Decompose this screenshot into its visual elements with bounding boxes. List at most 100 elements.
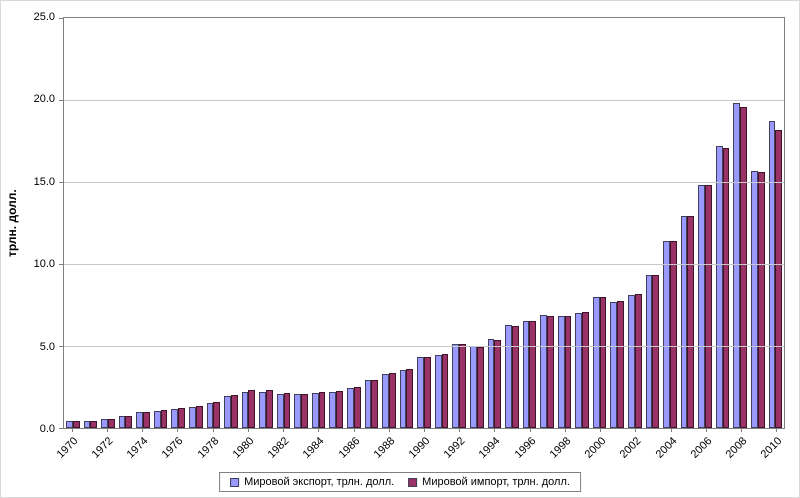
bar-import-2000 [599,296,607,428]
bar-group-1998 [556,18,574,428]
bar-export-2003 [645,275,653,428]
bar-import-1992 [459,344,466,428]
bar-group-1973 [117,18,135,428]
bars-container [64,18,784,428]
gridline-10 [64,264,784,265]
bar-group-1992 [450,18,468,428]
bar-export-1982 [276,393,284,428]
bar-group-2001 [608,18,626,428]
bar-import-1978 [213,401,221,428]
bar-export-1987 [364,380,372,428]
x-tick-label-2006: 2006 [688,435,715,461]
bar-group-1985 [327,18,345,428]
x-tick-label-2008: 2008 [723,435,750,461]
x-tickmark-1980 [247,429,249,432]
bar-export-1990 [417,357,425,428]
bar-import-1991 [441,354,449,428]
x-tick-label-1972: 1972 [89,435,116,461]
bar-group-2003 [644,18,662,428]
x-tick-label-1984: 1984 [301,435,327,461]
bar-export-1996 [522,321,530,428]
x-tickmark-1984 [318,429,320,432]
bar-group-1996 [521,18,539,428]
bar-export-1980 [241,391,249,428]
bar-group-2006 [696,18,714,428]
bar-export-1977 [188,406,196,428]
bar-export-1994 [487,339,495,428]
bar-group-2005 [679,18,697,428]
plot-area [59,17,785,429]
x-tickmark-1990 [424,429,425,432]
bar-group-1979 [222,18,240,428]
bar-group-2000 [591,18,609,428]
y-tick-label-20.0: 20.0 [33,93,55,106]
bar-import-1970 [72,421,80,428]
bar-export-1995 [505,324,512,428]
bar-group-1974 [134,18,152,428]
bar-import-1990 [424,356,431,428]
bar-export-1993 [469,346,477,428]
bar-import-1979 [230,395,238,428]
x-axis-tick-labels: 1970 1972 1974 1976 1978 1980 1982 1984 1986 1988… [54,429,785,473]
bar-import-1993 [476,346,484,428]
bar-group-1983 [292,18,310,428]
bar-import-2008 [740,106,747,428]
bar-group-1995 [503,18,521,428]
bar-group-1988 [380,18,398,428]
bar-import-2002 [634,294,642,428]
bar-group-1978 [205,18,223,428]
bar-group-1987 [363,18,381,428]
x-tickmark-2006 [705,429,707,432]
bar-import-2009 [757,172,765,428]
bar-import-1983 [301,393,308,428]
x-tickmark-1982 [283,429,285,432]
bar-export-1999 [575,313,583,428]
bar-import-1974 [143,411,150,428]
x-tickmark-1972 [107,429,109,432]
x-tick-label-1988: 1988 [371,435,398,461]
bar-group-2008 [731,18,749,428]
bar-group-1982 [275,18,293,428]
bar-import-1985 [336,391,343,428]
bar-import-2010 [775,129,783,428]
bar-group-1971 [82,18,100,428]
y-tickmark-15 [59,182,64,183]
x-tickmark-1992 [459,429,461,432]
export-legend-swatch [230,477,240,487]
x-tick-label-1982: 1982 [265,435,292,461]
x-tickmark-1996 [529,429,531,432]
bar-import-2005 [687,216,695,428]
legend-item-export: Мировой экспорт, трлн. долл. [230,476,394,488]
y-tickmark-25 [59,18,64,19]
x-tick-label-1980: 1980 [230,435,257,461]
x-tick-label-2000: 2000 [582,435,609,461]
bar-import-1989 [406,368,414,428]
bar-import-2006 [705,185,712,428]
x-tick-label-1998: 1998 [547,435,574,461]
y-tick-label-15.0: 15.0 [33,175,55,188]
bar-import-1980 [248,390,256,428]
bar-group-1980 [240,18,258,428]
bar-import-1977 [195,405,203,428]
bar-group-1991 [433,18,451,428]
bar-import-1987 [371,380,379,428]
bar-export-1978 [206,402,214,428]
y-tickmark-10 [59,264,64,265]
x-tick-label-1978: 1978 [195,435,222,461]
bar-export-2006 [698,185,706,428]
x-tickmark-1998 [564,429,566,432]
x-tickmark-2010 [776,429,778,432]
x-tickmark-2000 [600,429,602,432]
bar-export-2001 [610,301,618,428]
bar-group-2007 [714,18,732,428]
bar-export-1975 [153,410,161,428]
bar-group-1997 [538,18,556,428]
bar-export-2005 [680,216,688,428]
bar-import-1984 [318,391,326,428]
bar-export-1997 [540,314,547,428]
bar-import-2007 [722,147,730,428]
x-tickmark-1986 [353,429,355,432]
x-tickmark-2002 [635,429,637,432]
bar-group-1989 [398,18,416,428]
bar-import-1981 [265,390,273,428]
